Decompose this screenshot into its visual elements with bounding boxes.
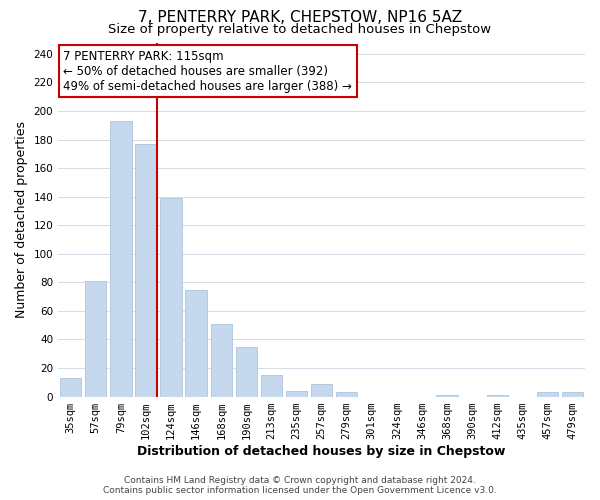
Bar	[60, 378, 82, 396]
Bar	[562, 392, 583, 396]
Bar	[211, 324, 232, 396]
X-axis label: Distribution of detached houses by size in Chepstow: Distribution of detached houses by size …	[137, 444, 506, 458]
Bar	[160, 198, 182, 396]
Bar	[85, 281, 106, 396]
Y-axis label: Number of detached properties: Number of detached properties	[15, 121, 28, 318]
Text: 7 PENTERRY PARK: 115sqm
← 50% of detached houses are smaller (392)
49% of semi-d: 7 PENTERRY PARK: 115sqm ← 50% of detache…	[64, 50, 352, 92]
Bar	[136, 144, 157, 397]
Bar	[261, 375, 282, 396]
Bar	[311, 384, 332, 396]
Bar	[537, 392, 558, 396]
Bar	[436, 395, 458, 396]
Bar	[110, 121, 131, 396]
Text: Size of property relative to detached houses in Chepstow: Size of property relative to detached ho…	[109, 22, 491, 36]
Text: Contains HM Land Registry data © Crown copyright and database right 2024.
Contai: Contains HM Land Registry data © Crown c…	[103, 476, 497, 495]
Bar	[286, 391, 307, 396]
Bar	[336, 392, 358, 396]
Bar	[487, 395, 508, 396]
Bar	[185, 290, 207, 397]
Bar	[236, 346, 257, 397]
Text: 7, PENTERRY PARK, CHEPSTOW, NP16 5AZ: 7, PENTERRY PARK, CHEPSTOW, NP16 5AZ	[138, 10, 462, 25]
